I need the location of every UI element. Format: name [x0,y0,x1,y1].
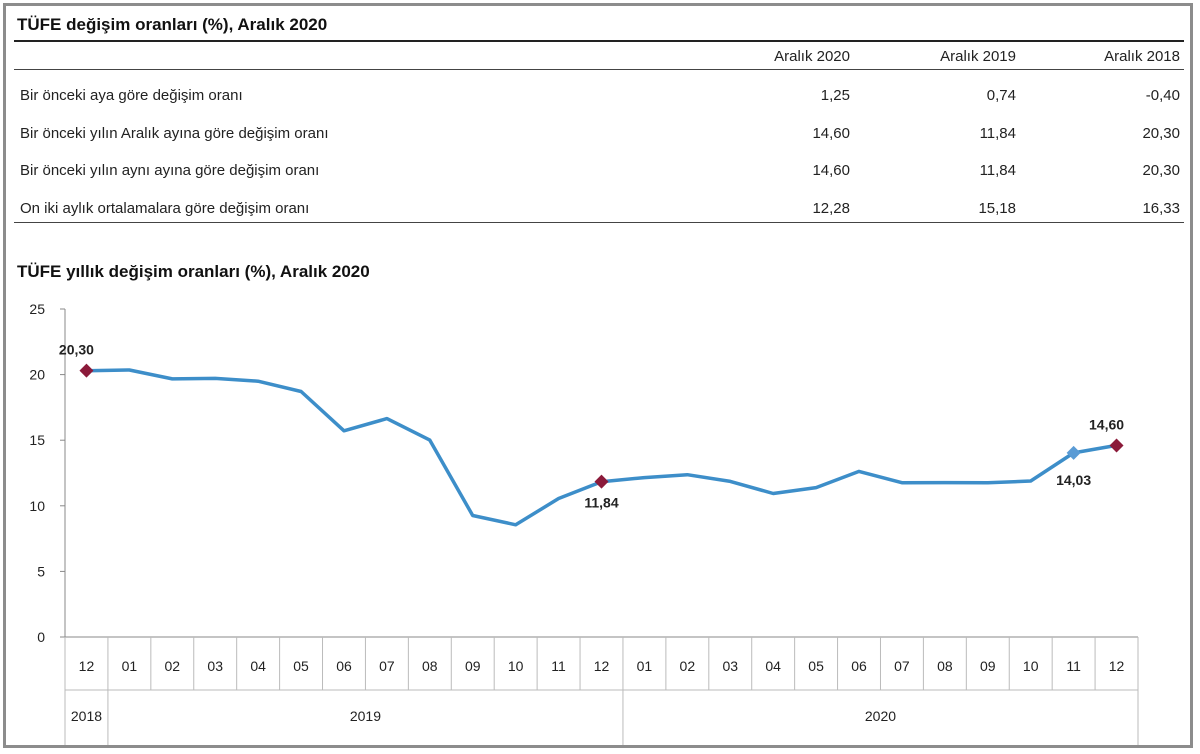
x-tick-label: 04 [765,658,781,674]
x-tick-label: 10 [508,658,524,674]
table-cell: 16,33 [1142,200,1180,217]
table-cell: 0,74 [986,87,1016,104]
x-tick-label: 12 [1109,658,1125,674]
x-tick-label: 02 [165,658,181,674]
table-header-rule [14,69,1184,70]
data-point-marker [594,474,609,489]
chart-title: TÜFE yıllık değişim oranları (%), Aralık… [17,262,370,281]
data-label: 14,60 [1089,416,1124,432]
data-label: 11,84 [584,495,618,511]
y-tick-label: 0 [37,629,45,645]
table-cell: 14,60 [812,162,850,179]
y-tick-label: 5 [37,563,45,579]
table-cell: 20,30 [1142,162,1180,179]
data-point-marker [79,363,94,378]
data-label: 14,03 [1056,472,1091,488]
column-header-aralik-2020: Aralık 2020 [774,48,850,65]
data-point-marker [1066,445,1081,460]
row-label-vs-december: Bir önceki yılın Aralık ayına göre değiş… [20,125,329,142]
x-tick-label: 08 [937,658,953,674]
table-cell: 14,60 [812,125,850,142]
report-frame [3,3,1193,748]
x-tick-label: 11 [1066,658,1081,674]
x-tick-label: 12 [79,658,95,674]
x-tick-label: 06 [851,658,867,674]
year-group-label: 2020 [865,708,896,724]
y-tick-label: 25 [29,301,45,317]
x-tick-label: 01 [637,658,653,674]
x-tick-label: 11 [551,658,566,674]
y-tick-label: 20 [29,367,45,383]
column-header-aralik-2018: Aralık 2018 [1104,48,1180,65]
x-tick-label: 08 [422,658,438,674]
table-cell: 15,18 [978,200,1016,217]
x-tick-label: 12 [594,658,610,674]
x-tick-label: 03 [207,658,223,674]
x-tick-label: 01 [122,658,138,674]
x-tick-label: 04 [250,658,266,674]
row-label-annual: Bir önceki yılın aynı ayına göre değişim… [20,162,320,179]
x-tick-label: 05 [293,658,309,674]
data-point-marker [1109,438,1124,453]
table-cell: 20,30 [1142,125,1180,142]
table-title: TÜFE değişim oranları (%), Aralık 2020 [17,15,328,34]
table-cell: -0,40 [1145,87,1180,104]
year-group-label: 2019 [350,708,381,724]
table-cell: 11,84 [979,125,1016,142]
x-tick-label: 05 [808,658,824,674]
x-tick-label: 10 [1023,658,1039,674]
x-tick-label: 06 [336,658,352,674]
x-tick-label: 02 [680,658,696,674]
x-tick-label: 07 [379,658,395,674]
table-cell: 12,28 [812,200,850,217]
y-tick-label: 10 [29,498,45,514]
x-tick-label: 03 [722,658,738,674]
row-label-12-month-average: On iki aylık ortalamalara göre değişim o… [20,200,310,217]
column-header-aralik-2019: Aralık 2019 [940,48,1016,65]
year-group-label: 2018 [71,708,102,724]
x-tick-label: 09 [465,658,481,674]
table-bottom-rule [14,222,1184,223]
x-tick-label: 07 [894,658,910,674]
y-tick-label: 15 [29,432,45,448]
table-cell: 11,84 [979,162,1016,179]
data-label: 20,30 [59,342,94,358]
x-tick-label: 09 [980,658,996,674]
table-cell: 1,25 [820,87,850,104]
row-label-monthly: Bir önceki aya göre değişim oranı [20,87,243,104]
table-top-rule [14,40,1184,42]
